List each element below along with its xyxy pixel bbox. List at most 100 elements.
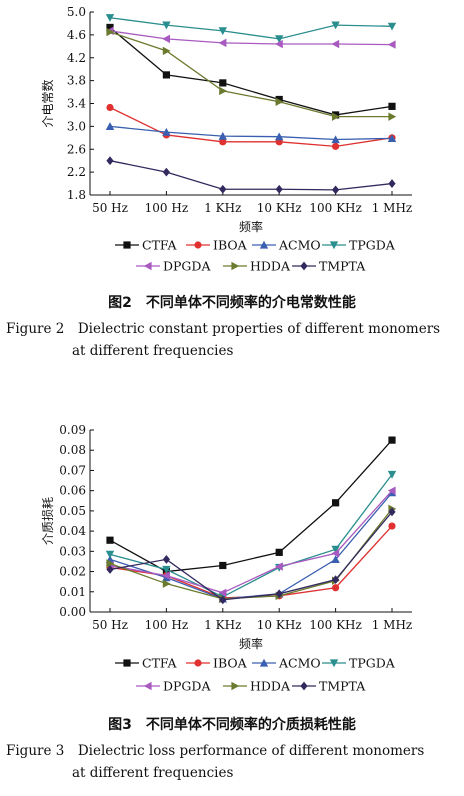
data-point [162, 565, 171, 574]
data-point [331, 545, 340, 554]
figure-3-caption-en-line2: at different frequencies [72, 765, 234, 781]
data-point [219, 86, 227, 96]
legend-marker [194, 241, 202, 249]
figure-2-caption-cn: 图2 不同单体不同频率的介电常数性能 [108, 295, 356, 311]
series-acmo [105, 122, 397, 144]
data-point [275, 35, 284, 44]
legend-item-acmo: ACMO [252, 656, 321, 671]
legend: CTFA IBOA ACMO TPGDA DPGDA HDDA TMPTA [115, 656, 396, 694]
series-dpgda [105, 26, 396, 49]
y-tick-label: 2.2 [67, 165, 86, 179]
x-axis-title: 频率 [239, 219, 263, 234]
legend-label: IBOA [213, 656, 248, 671]
x-tick-label: 50 Hz [92, 201, 128, 215]
series-hdda [106, 27, 397, 121]
y-tick-label: 3.8 [67, 74, 86, 88]
data-point [275, 562, 283, 571]
x-tick-label: 10 KHz [257, 618, 302, 632]
legend-label: CTFA [142, 656, 177, 671]
legend-item-iboa: IBOA [186, 656, 248, 671]
y-tick-label: 3.0 [67, 119, 86, 133]
legend-marker [231, 681, 240, 691]
legend-marker [300, 681, 308, 691]
data-point [106, 27, 115, 37]
series-tpgda [105, 14, 397, 44]
figure-2-caption-en: Figure 2 Dielectric constant properties … [6, 318, 464, 362]
data-point [387, 40, 396, 49]
data-point [106, 103, 114, 112]
legend-label: ACMO [278, 656, 321, 671]
figure-3-caption-cn: 图3 不同单体不同频率的介质损耗性能 [108, 717, 356, 733]
legend-marker [143, 261, 152, 271]
y-tick-label: 4.6 [67, 28, 86, 42]
figure-2-caption-en-line1: Figure 2 Dielectric constant properties … [6, 321, 441, 337]
y-tick-label: 0.09 [59, 423, 86, 437]
legend-marker [123, 659, 131, 667]
data-point [106, 536, 114, 544]
data-point [387, 486, 396, 495]
dielectric-loss-chart: 0.00 0.01 0.02 0.03 0.04 0.05 0.06 0.07 0.08 0.09… [41, 423, 413, 694]
data-point [332, 185, 340, 195]
legend-marker [259, 658, 269, 667]
legend-item-tpgda: TPGDA [322, 656, 396, 671]
figure-3-caption-en-line1: Figure 3 Dielectric loss performance of … [6, 743, 425, 759]
data-point [219, 561, 227, 570]
series-tmpta [106, 507, 396, 605]
series-line [109, 106, 393, 148]
x-axis-title: 频率 [239, 636, 263, 651]
legend-label: ACMO [278, 238, 321, 253]
data-point [388, 112, 397, 121]
y-tick-label: 0.05 [59, 504, 86, 518]
legend-label: IBOA [213, 238, 248, 253]
data-point [332, 575, 340, 585]
legend-marker [143, 681, 152, 691]
data-point [219, 595, 227, 605]
legend-label: HDDA [250, 259, 291, 274]
x-tick-label: 50 Hz [92, 618, 128, 632]
series-hdda [106, 504, 397, 604]
data-point [332, 584, 340, 592]
figure-2-caption-en-line2: at different frequencies [72, 343, 234, 359]
data-point [275, 184, 283, 194]
data-point [332, 142, 340, 150]
data-point [106, 156, 114, 166]
legend-item-tpgda: TPGDA [322, 238, 396, 253]
legend-label: DPGDA [163, 259, 211, 274]
y-axis-title: 介质损耗 [41, 497, 55, 545]
legend-label: CTFA [142, 238, 177, 253]
figure-2: 1.8 2.2 2.6 3.0 3.4 3.8 4.2 4.6 5.0 50 Hz 100 Hz 1 … [0, 0, 464, 370]
data-point [388, 102, 396, 110]
legend-item-iboa: IBOA [186, 238, 248, 253]
data-point [105, 122, 115, 130]
legend-marker [259, 240, 269, 249]
legend-marker [300, 261, 308, 271]
series-ctfa [106, 436, 396, 576]
data-point [275, 97, 284, 106]
y-tick-label: 0.01 [59, 585, 86, 599]
data-point [387, 22, 397, 31]
legend-marker [329, 659, 339, 668]
data-point [331, 135, 340, 144]
legend-label: DPGDA [163, 679, 211, 694]
series-line [109, 26, 393, 116]
series-line [109, 511, 393, 601]
legend-item-acmo: ACMO [252, 238, 321, 253]
y-tick-label: 5.0 [67, 5, 86, 19]
data-point [388, 522, 396, 530]
data-point [162, 579, 171, 588]
data-point [275, 95, 283, 104]
data-point [162, 46, 171, 56]
figure-3-caption-en: Figure 3 Dielectric loss performance of … [6, 740, 464, 784]
legend-item-tmpta: TMPTA [292, 259, 366, 274]
legend-item-dpgda: DPGDA [136, 679, 211, 694]
y-tick-label: 0.08 [59, 443, 86, 457]
data-point [218, 38, 227, 48]
series-tmpta [106, 156, 396, 195]
data-point [331, 39, 340, 49]
data-point [388, 436, 396, 444]
x-tick-label: 1 MHz [372, 618, 413, 632]
legend-label: TPGDA [349, 238, 396, 253]
legend-label: TMPTA [319, 259, 366, 274]
data-point [105, 14, 115, 22]
data-point [331, 21, 340, 30]
